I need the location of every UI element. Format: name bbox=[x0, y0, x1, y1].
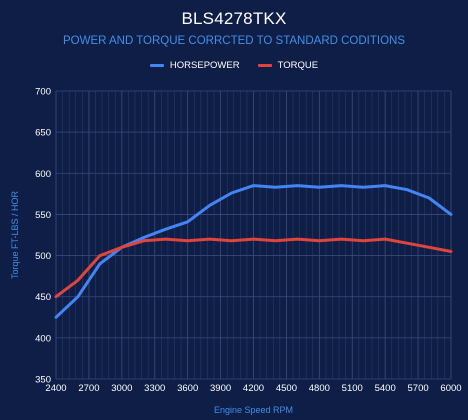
legend: HORSEPOWER TORQUE bbox=[0, 60, 468, 71]
y-tick-label: 700 bbox=[35, 87, 51, 98]
legend-swatch-horsepower bbox=[149, 64, 164, 67]
x-tick-label: 3000 bbox=[111, 383, 132, 394]
series-lines bbox=[54, 184, 453, 319]
x-tick-label: 2400 bbox=[45, 383, 66, 394]
x-tick-label: 4800 bbox=[309, 383, 330, 394]
x-tick-label: 3300 bbox=[144, 383, 165, 394]
x-tick-label: 5400 bbox=[375, 383, 396, 394]
x-tick-label: 3900 bbox=[210, 383, 231, 394]
tick-labels: 2400 2700 3000 3300 3600 3900 4200 4500 4800 5100… bbox=[35, 87, 461, 395]
y-tick-label: 550 bbox=[35, 210, 51, 221]
x-tick-label: 4200 bbox=[243, 383, 264, 394]
y-tick-label: 400 bbox=[35, 333, 51, 344]
x-tick-label: 4500 bbox=[276, 383, 297, 394]
y-tick-label: 500 bbox=[35, 251, 51, 262]
x-tick-label: 5100 bbox=[342, 383, 363, 394]
legend-label-torque: TORQUE bbox=[277, 60, 319, 71]
grid bbox=[55, 90, 452, 380]
legend-label-horsepower: HORSEPOWER bbox=[169, 60, 240, 71]
y-axis-label: Torque FT-LBS / HOR bbox=[10, 190, 20, 279]
y-tick-label: 650 bbox=[35, 128, 51, 139]
x-tick-label: 6000 bbox=[440, 383, 461, 394]
x-axis-label: Engine Speed RPM bbox=[214, 405, 293, 415]
chart-title: BLS4278TKX bbox=[181, 9, 287, 28]
y-tick-label: 350 bbox=[35, 375, 51, 386]
x-tick-label: 5700 bbox=[408, 383, 429, 394]
legend-swatch-torque bbox=[257, 64, 272, 67]
series-line-torque[interactable] bbox=[54, 237, 453, 299]
chart-subtitle: POWER AND TORQUE CORRCTED TO STANDARD CO… bbox=[62, 35, 406, 47]
x-tick-label: 3600 bbox=[177, 383, 198, 394]
y-tick-label: 600 bbox=[35, 169, 51, 180]
x-tick-label: 2700 bbox=[78, 383, 99, 394]
y-tick-label: 450 bbox=[35, 292, 51, 303]
legend-item-torque[interactable]: TORQUE bbox=[257, 60, 319, 71]
legend-item-horsepower[interactable]: HORSEPOWER bbox=[149, 60, 240, 71]
